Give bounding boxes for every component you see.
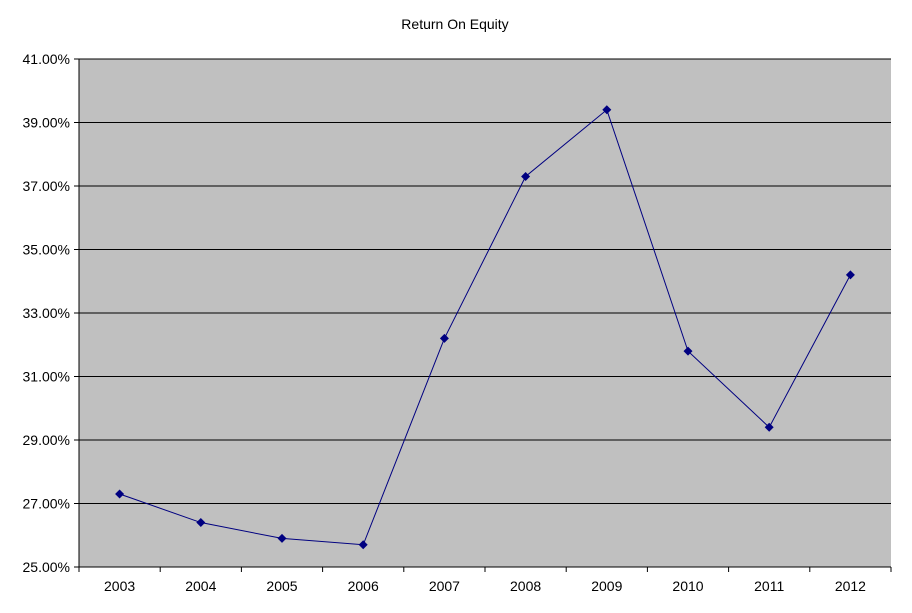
y-tick-label: 29.00%: [23, 432, 70, 448]
x-tick-label: 2009: [591, 578, 622, 594]
data-point: [602, 105, 612, 115]
x-tick-label: 2005: [266, 578, 297, 594]
data-point: [683, 346, 693, 356]
x-tick-label: 2010: [672, 578, 703, 594]
x-tick-label: 2008: [510, 578, 541, 594]
y-tick-label: 27.00%: [23, 496, 70, 512]
x-axis-tick-labels: 2003 2004 2005 2006 2007 2008 2009 2010 2011 2012: [104, 578, 866, 594]
data-point: [521, 171, 531, 181]
data-point: [358, 540, 368, 550]
data-point: [845, 270, 855, 280]
data-point: [196, 518, 206, 528]
chart-title: Return On Equity: [401, 16, 508, 32]
axes: [74, 58, 892, 572]
y-tick-label: 25.00%: [23, 559, 70, 575]
x-tick-label: 2007: [429, 578, 460, 594]
y-tick-label: 37.00%: [23, 178, 70, 194]
x-tick-label: 2004: [185, 578, 216, 594]
data-point: [115, 489, 125, 499]
y-tick-label: 33.00%: [23, 305, 70, 321]
data-point: [439, 333, 449, 343]
x-tick-label: 2012: [835, 578, 866, 594]
data-series: [115, 105, 855, 550]
data-point: [277, 533, 287, 543]
series-line: [119, 108, 851, 546]
gridlines: [79, 58, 891, 504]
data-point: [764, 422, 774, 432]
x-tick-label: 2006: [348, 578, 379, 594]
y-axis-tick-labels: 25.00% 27.00% 29.00% 31.00% 33.00% 35.00% 37.0…: [23, 51, 70, 575]
y-tick-label: 31.00%: [23, 369, 70, 385]
y-tick-label: 35.00%: [23, 242, 70, 258]
y-tick-label: 41.00%: [23, 51, 70, 67]
y-tick-label: 39.00%: [23, 115, 70, 131]
x-tick-label: 2003: [104, 578, 135, 594]
x-tick-label: 2011: [754, 578, 784, 594]
